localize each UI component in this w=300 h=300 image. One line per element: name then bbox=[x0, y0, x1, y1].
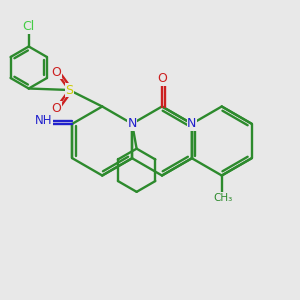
Text: NH: NH bbox=[35, 114, 52, 127]
Text: N: N bbox=[187, 117, 196, 130]
Text: O: O bbox=[51, 101, 61, 115]
Text: O: O bbox=[157, 72, 167, 85]
Text: CH₃: CH₃ bbox=[214, 193, 233, 203]
Text: Cl: Cl bbox=[22, 20, 35, 33]
Text: N: N bbox=[128, 117, 137, 130]
Text: O: O bbox=[51, 65, 61, 79]
Text: S: S bbox=[65, 83, 73, 97]
